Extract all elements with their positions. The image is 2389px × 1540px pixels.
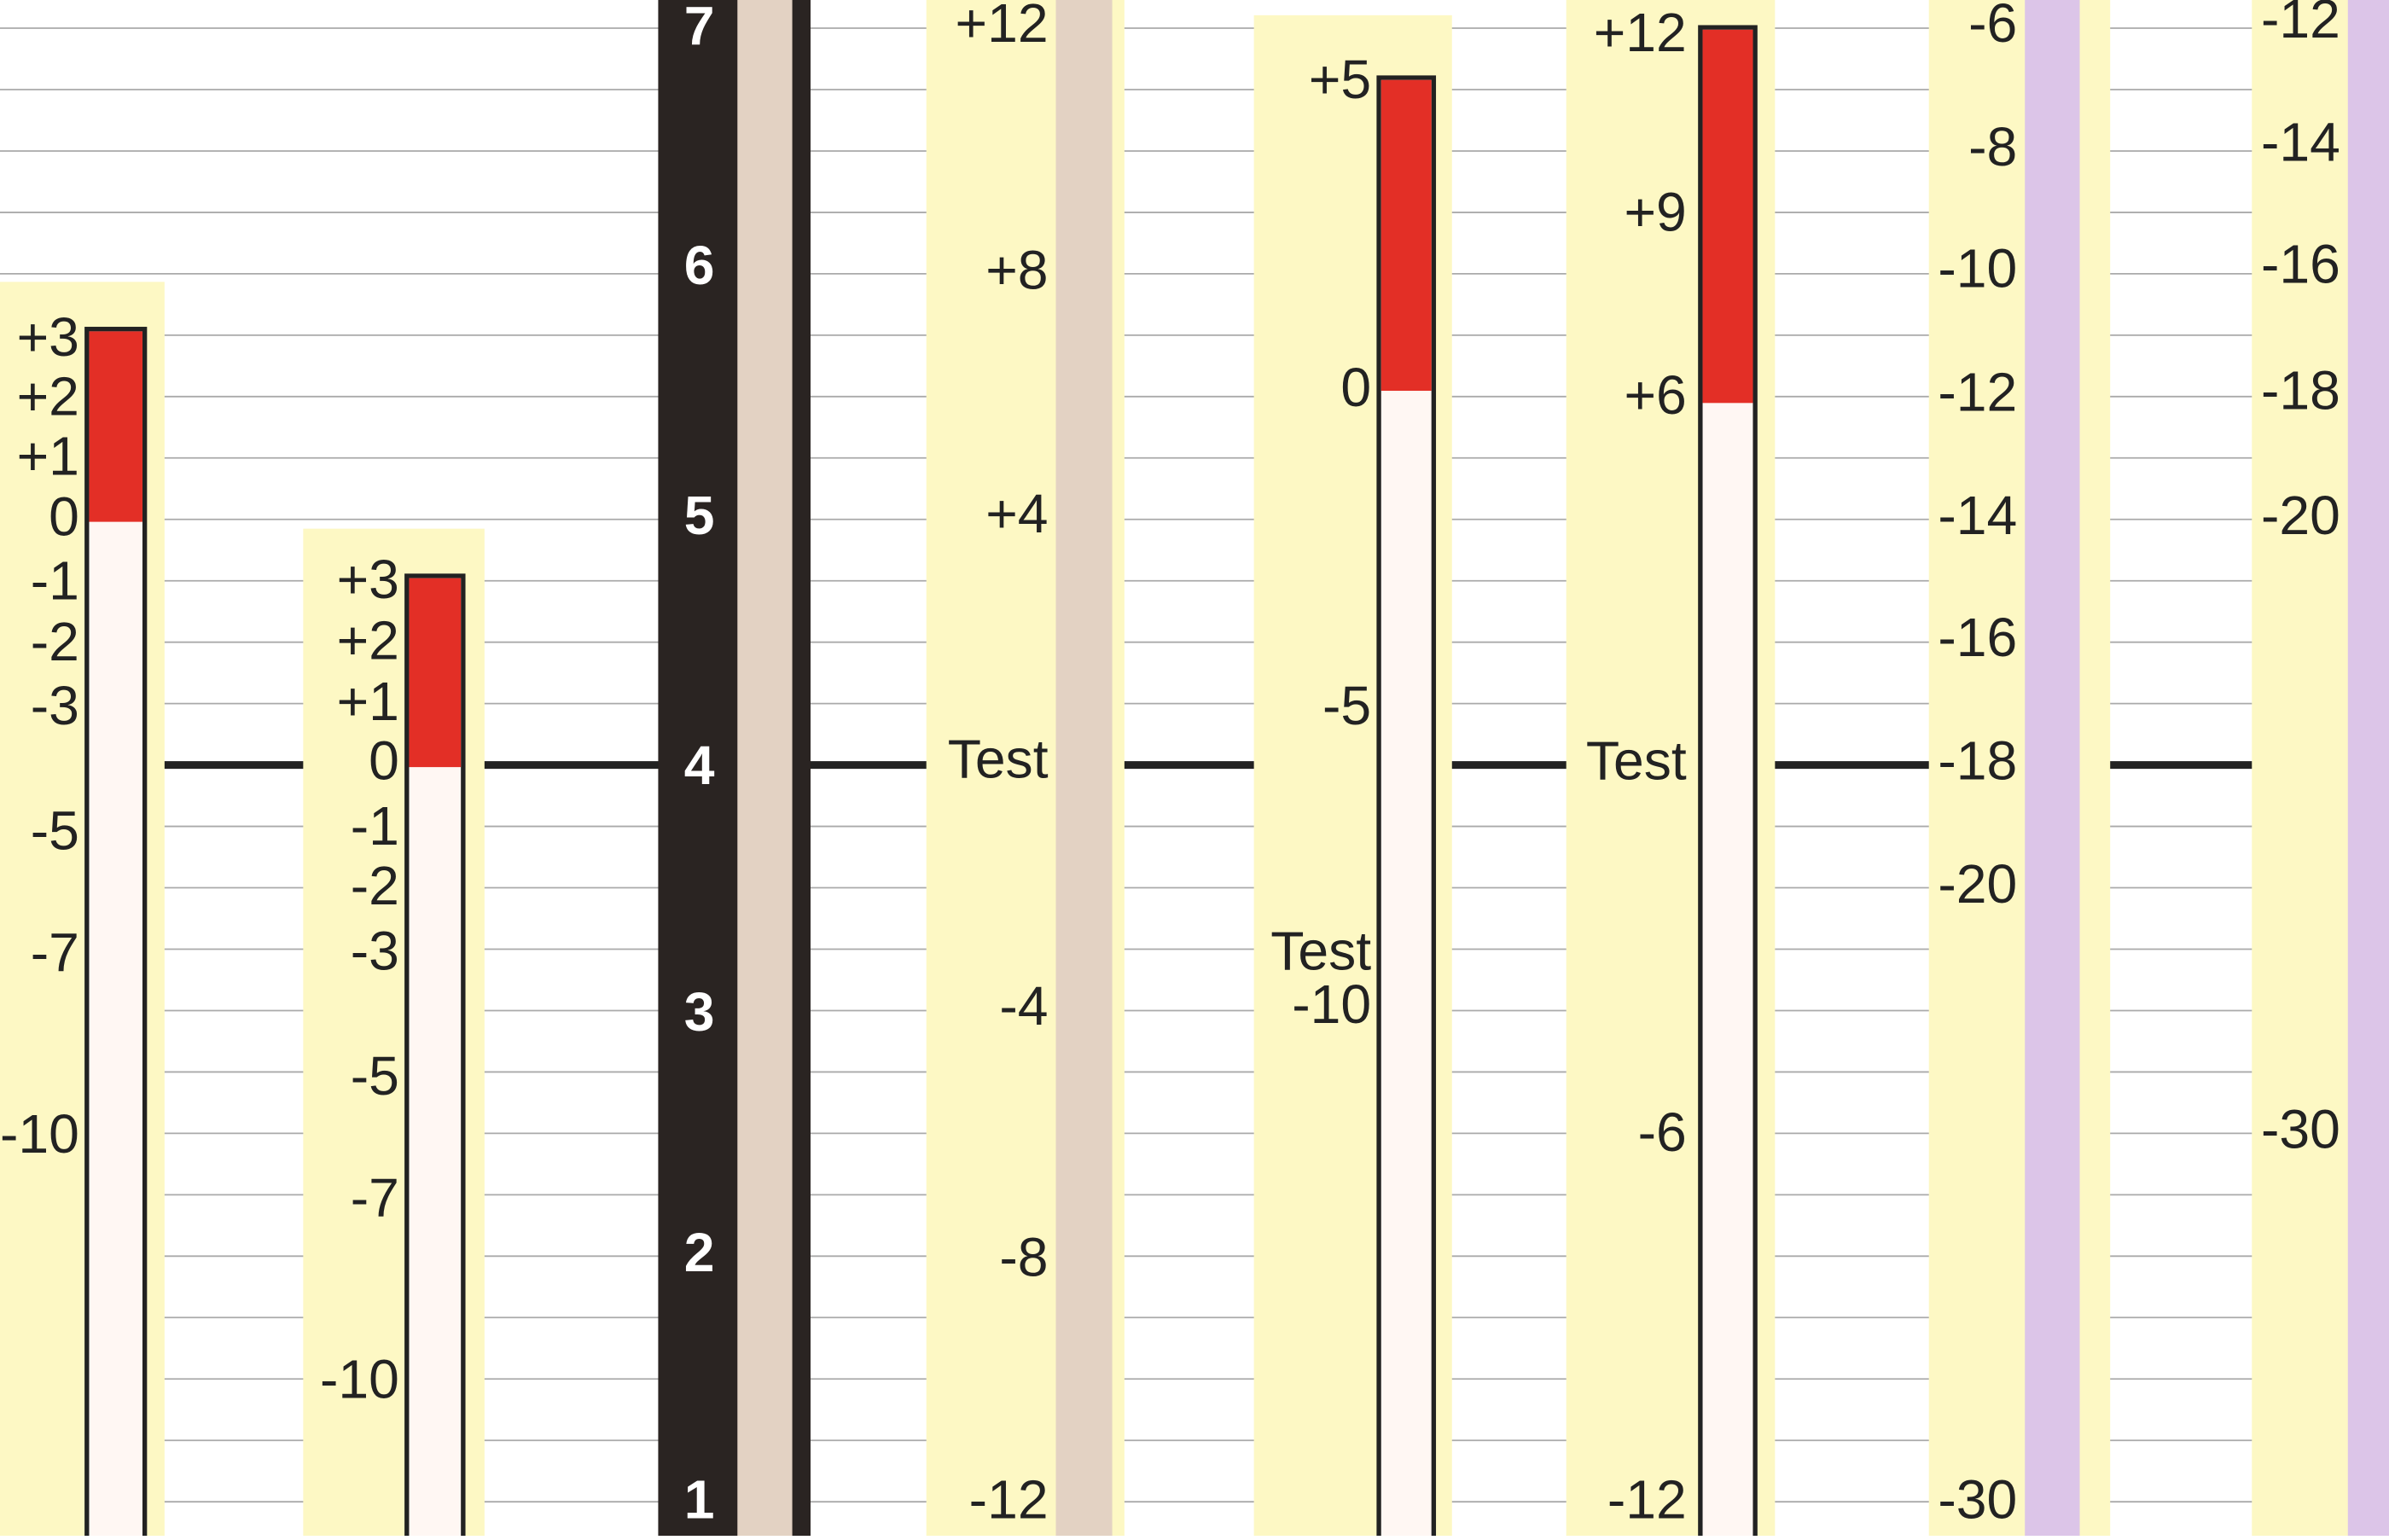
scale-label: +4 <box>985 483 1048 544</box>
scale-label: -1 <box>351 795 399 857</box>
scale-label: +9 <box>1625 182 1687 243</box>
scale-label: 1 <box>684 1468 715 1530</box>
scale-label: +1 <box>17 425 79 486</box>
scale-label: Test <box>1270 921 1371 982</box>
scale-label: 7 <box>684 0 715 57</box>
scale-label: -4 <box>999 975 1048 1037</box>
scale-label: -14 <box>2261 111 2340 172</box>
stripe <box>1055 0 1113 1536</box>
scale-label: +8 <box>985 239 1048 300</box>
scale-label: -10 <box>0 1103 79 1165</box>
scale-label: 0 <box>369 729 399 791</box>
scale-label: -12 <box>2261 0 2340 49</box>
scale-label: 0 <box>1340 357 1371 418</box>
scale-label: 3 <box>684 981 715 1043</box>
scale-label: +3 <box>17 306 79 368</box>
labels: +3+2+10-1-2-3-5-7-10+3+2+10-1-2-3-5-7-10… <box>0 0 2340 1530</box>
scale-label: +12 <box>956 0 1049 54</box>
scale-label: +1 <box>337 671 399 732</box>
scale-label: -5 <box>31 800 79 862</box>
bars <box>84 25 1758 1540</box>
scale-label: -12 <box>1938 361 2017 422</box>
scale-label: 6 <box>684 235 715 296</box>
scale-label: Test <box>1586 729 1687 791</box>
scale-label: 0 <box>49 486 79 548</box>
scale-label: +2 <box>17 366 79 427</box>
scale-label: -2 <box>31 611 79 672</box>
scale-label: -12 <box>969 1468 1049 1530</box>
scale-label: -16 <box>1938 607 2017 668</box>
scale-label: -30 <box>2261 1099 2340 1160</box>
stripe <box>2347 0 2389 1536</box>
scale-label: +6 <box>1625 364 1687 426</box>
stripe <box>2025 0 2080 1536</box>
scale-label: 4 <box>684 735 715 796</box>
panel <box>1928 0 2111 1536</box>
scale-label: -18 <box>2261 359 2340 421</box>
scale-label: -20 <box>2261 485 2340 546</box>
scale-label: Test <box>948 729 1049 790</box>
scale-label: +3 <box>337 549 399 610</box>
scale-label: -14 <box>1938 485 2017 546</box>
scale-label: 5 <box>684 485 715 546</box>
scale-label: -7 <box>31 921 79 983</box>
scale-label: -30 <box>1938 1468 2017 1530</box>
scale-label: -10 <box>1938 238 2017 299</box>
scale-label: 2 <box>684 1222 715 1283</box>
scale-label: -3 <box>351 921 399 982</box>
scale-label: -1 <box>31 550 79 612</box>
scale-label: -10 <box>320 1348 399 1409</box>
scale-label: -12 <box>1607 1468 1687 1530</box>
scale-label: -3 <box>31 675 79 736</box>
scale-label: -8 <box>1968 116 2017 177</box>
scale-label: -7 <box>351 1167 399 1229</box>
stripe <box>737 0 793 1536</box>
scale-label: -5 <box>351 1045 399 1107</box>
scale-label: -5 <box>1322 675 1371 736</box>
scale-label: -8 <box>999 1227 1048 1288</box>
scale-label: -16 <box>2261 233 2340 294</box>
scale-label: -2 <box>351 855 399 916</box>
scale-label: -6 <box>1968 0 2017 54</box>
scale-label: -10 <box>1292 973 1371 1035</box>
scale-label: +12 <box>1594 2 1687 63</box>
scale-label: -18 <box>1938 729 2017 791</box>
scale-label: -20 <box>1938 853 2017 915</box>
scale-label: +5 <box>1309 49 1371 110</box>
scale-label: -6 <box>1638 1101 1687 1163</box>
scale-label: +2 <box>337 609 399 671</box>
